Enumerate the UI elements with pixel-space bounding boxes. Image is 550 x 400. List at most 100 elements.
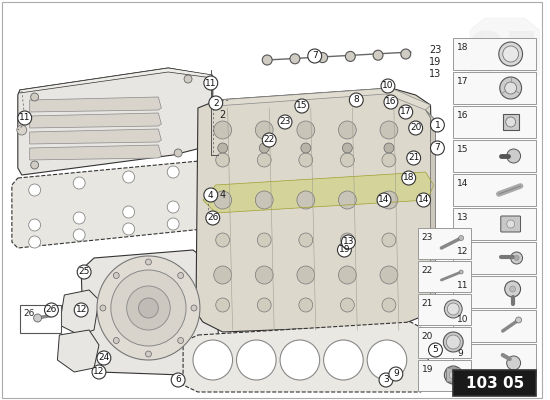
Circle shape xyxy=(377,193,391,207)
Circle shape xyxy=(262,55,272,65)
Text: 2: 2 xyxy=(219,110,226,120)
Text: 13: 13 xyxy=(457,213,469,222)
FancyBboxPatch shape xyxy=(503,114,519,130)
Circle shape xyxy=(297,191,315,209)
Circle shape xyxy=(428,343,442,357)
Circle shape xyxy=(505,281,520,297)
Circle shape xyxy=(97,256,200,360)
Text: 22: 22 xyxy=(263,136,275,144)
Polygon shape xyxy=(59,290,99,335)
Circle shape xyxy=(380,266,398,284)
Text: 16: 16 xyxy=(457,111,469,120)
Text: 18: 18 xyxy=(457,43,469,52)
Circle shape xyxy=(338,266,356,284)
Circle shape xyxy=(77,265,91,279)
FancyBboxPatch shape xyxy=(453,242,536,274)
Circle shape xyxy=(216,298,229,312)
Circle shape xyxy=(380,121,398,139)
FancyBboxPatch shape xyxy=(447,368,460,382)
Text: 26: 26 xyxy=(46,306,57,314)
FancyBboxPatch shape xyxy=(417,228,471,259)
FancyBboxPatch shape xyxy=(453,310,536,342)
Text: 7: 7 xyxy=(434,144,441,152)
Text: 11: 11 xyxy=(205,78,217,88)
Text: 21: 21 xyxy=(408,154,419,162)
Circle shape xyxy=(113,272,119,278)
Polygon shape xyxy=(30,97,161,112)
Text: 26: 26 xyxy=(24,309,35,318)
Circle shape xyxy=(111,270,186,346)
Circle shape xyxy=(338,243,351,257)
Circle shape xyxy=(299,153,313,167)
Text: 7: 7 xyxy=(312,52,317,60)
Text: 17: 17 xyxy=(400,108,411,116)
Polygon shape xyxy=(30,145,161,160)
Text: 26: 26 xyxy=(207,214,218,222)
Text: 10: 10 xyxy=(457,315,469,324)
FancyBboxPatch shape xyxy=(453,344,536,376)
Circle shape xyxy=(191,305,197,311)
Circle shape xyxy=(381,79,395,93)
Text: 19: 19 xyxy=(430,57,442,67)
Circle shape xyxy=(290,54,300,64)
Circle shape xyxy=(45,303,58,317)
Circle shape xyxy=(214,266,232,284)
Circle shape xyxy=(139,298,158,318)
Circle shape xyxy=(97,351,111,365)
Circle shape xyxy=(236,340,276,380)
Text: 3: 3 xyxy=(383,376,389,384)
Circle shape xyxy=(447,335,460,349)
Text: 5: 5 xyxy=(432,346,438,354)
FancyBboxPatch shape xyxy=(453,208,536,240)
FancyBboxPatch shape xyxy=(417,327,471,358)
Text: a passion for perfection: a passion for perfection xyxy=(126,341,310,355)
Text: 22: 22 xyxy=(422,266,433,275)
Text: 9: 9 xyxy=(393,370,399,378)
Text: 23: 23 xyxy=(422,233,433,242)
Circle shape xyxy=(444,300,462,318)
Circle shape xyxy=(417,193,431,207)
FancyBboxPatch shape xyxy=(453,174,536,206)
FancyBboxPatch shape xyxy=(453,140,536,172)
Text: 13: 13 xyxy=(343,238,354,246)
Circle shape xyxy=(500,77,521,99)
Circle shape xyxy=(178,338,184,344)
Circle shape xyxy=(340,233,354,247)
Polygon shape xyxy=(12,160,219,248)
Circle shape xyxy=(18,111,32,125)
Circle shape xyxy=(318,53,328,63)
Circle shape xyxy=(278,115,292,129)
Text: 24: 24 xyxy=(98,354,109,362)
Circle shape xyxy=(503,46,519,62)
Circle shape xyxy=(280,340,320,380)
Text: 19: 19 xyxy=(422,365,433,374)
Circle shape xyxy=(297,266,315,284)
FancyBboxPatch shape xyxy=(500,216,520,232)
Text: 1: 1 xyxy=(434,120,441,130)
Circle shape xyxy=(401,49,411,59)
Text: 23: 23 xyxy=(279,118,291,126)
Circle shape xyxy=(167,218,179,230)
Circle shape xyxy=(34,314,42,322)
Text: 8: 8 xyxy=(354,96,359,104)
Circle shape xyxy=(382,233,396,247)
Circle shape xyxy=(338,191,356,209)
Polygon shape xyxy=(18,68,213,175)
Circle shape xyxy=(146,259,151,265)
Circle shape xyxy=(204,188,218,202)
Circle shape xyxy=(171,373,185,387)
Circle shape xyxy=(380,191,398,209)
Circle shape xyxy=(297,121,315,139)
Circle shape xyxy=(218,143,228,153)
Circle shape xyxy=(146,351,151,357)
Polygon shape xyxy=(30,113,161,128)
Polygon shape xyxy=(196,88,436,332)
Text: 6: 6 xyxy=(175,376,181,384)
Circle shape xyxy=(373,50,383,60)
Circle shape xyxy=(399,105,412,119)
Text: 16: 16 xyxy=(385,98,397,106)
Circle shape xyxy=(499,42,522,66)
Circle shape xyxy=(379,373,393,387)
Text: 103 05: 103 05 xyxy=(466,376,524,390)
Polygon shape xyxy=(216,88,431,110)
